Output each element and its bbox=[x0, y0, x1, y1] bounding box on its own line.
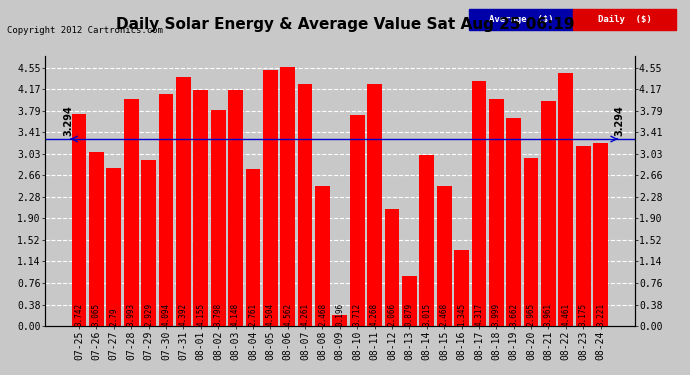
Bar bbox=[72, 114, 86, 326]
Text: 3.175: 3.175 bbox=[579, 303, 588, 326]
Bar bbox=[506, 118, 521, 326]
Text: 2.79: 2.79 bbox=[109, 307, 118, 326]
Text: 2.468: 2.468 bbox=[318, 303, 327, 326]
Bar bbox=[280, 67, 295, 326]
Text: 0.879: 0.879 bbox=[405, 303, 414, 326]
Text: 2.066: 2.066 bbox=[388, 303, 397, 326]
Text: 2.468: 2.468 bbox=[440, 303, 449, 326]
Text: 4.268: 4.268 bbox=[370, 303, 379, 326]
Bar bbox=[367, 84, 382, 326]
Bar bbox=[471, 81, 486, 326]
Text: 3.015: 3.015 bbox=[422, 303, 431, 326]
Text: 4.461: 4.461 bbox=[562, 303, 571, 326]
Bar bbox=[141, 160, 156, 326]
Text: 3.662: 3.662 bbox=[509, 303, 518, 326]
Text: 3.712: 3.712 bbox=[353, 303, 362, 326]
Text: 2.761: 2.761 bbox=[248, 303, 257, 326]
Bar bbox=[402, 276, 417, 326]
Bar bbox=[524, 158, 538, 326]
Bar bbox=[106, 168, 121, 326]
Bar bbox=[315, 186, 330, 326]
Text: Average  ($): Average ($) bbox=[489, 15, 553, 24]
Text: 4.148: 4.148 bbox=[231, 303, 240, 326]
Text: 2.929: 2.929 bbox=[144, 303, 153, 326]
Text: 3.993: 3.993 bbox=[127, 303, 136, 326]
Text: Daily  ($): Daily ($) bbox=[598, 15, 651, 24]
Text: 4.094: 4.094 bbox=[161, 303, 170, 326]
Bar bbox=[437, 186, 451, 326]
Bar bbox=[297, 84, 313, 326]
Text: 3.961: 3.961 bbox=[544, 303, 553, 326]
Text: 3.065: 3.065 bbox=[92, 303, 101, 326]
Bar bbox=[558, 73, 573, 326]
Text: 3.221: 3.221 bbox=[596, 303, 605, 326]
Text: 1.345: 1.345 bbox=[457, 303, 466, 326]
Text: 3.999: 3.999 bbox=[492, 303, 501, 326]
Text: 3.742: 3.742 bbox=[75, 303, 83, 326]
Bar bbox=[420, 155, 434, 326]
Text: 4.155: 4.155 bbox=[196, 303, 205, 326]
Text: 3.798: 3.798 bbox=[214, 303, 223, 326]
FancyBboxPatch shape bbox=[469, 9, 573, 30]
Text: 4.504: 4.504 bbox=[266, 303, 275, 326]
Text: 4.261: 4.261 bbox=[301, 303, 310, 326]
Text: 4.562: 4.562 bbox=[283, 303, 292, 326]
Bar bbox=[193, 90, 208, 326]
Bar bbox=[593, 143, 608, 326]
FancyBboxPatch shape bbox=[573, 9, 676, 30]
Text: 4.317: 4.317 bbox=[475, 303, 484, 326]
Bar bbox=[89, 152, 104, 326]
Bar bbox=[576, 146, 591, 326]
Text: 0.196: 0.196 bbox=[335, 303, 344, 326]
Bar bbox=[489, 99, 504, 326]
Text: Copyright 2012 Cartronics.com: Copyright 2012 Cartronics.com bbox=[7, 26, 163, 35]
Bar bbox=[263, 70, 277, 326]
Text: 2.965: 2.965 bbox=[526, 303, 535, 326]
Bar bbox=[228, 90, 243, 326]
Text: 4.392: 4.392 bbox=[179, 303, 188, 326]
Bar bbox=[384, 209, 400, 326]
Text: Daily Solar Energy & Average Value Sat Aug 25 06:19: Daily Solar Energy & Average Value Sat A… bbox=[116, 17, 574, 32]
Bar bbox=[176, 76, 190, 326]
Bar bbox=[124, 99, 139, 326]
Bar bbox=[541, 101, 556, 326]
Bar bbox=[350, 115, 364, 326]
Text: 3.294: 3.294 bbox=[63, 105, 74, 136]
Bar bbox=[333, 315, 347, 326]
Bar bbox=[454, 250, 469, 326]
Bar bbox=[210, 110, 226, 326]
Bar bbox=[159, 93, 173, 326]
Text: 3.294: 3.294 bbox=[615, 105, 624, 136]
Bar bbox=[246, 169, 260, 326]
